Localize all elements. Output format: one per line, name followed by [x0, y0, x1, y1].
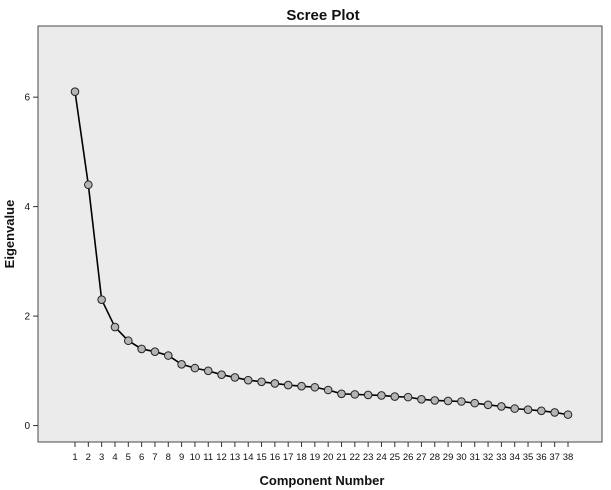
data-point [430, 396, 440, 405]
x-tick-label: 4 [112, 452, 117, 463]
data-markers [70, 87, 573, 419]
data-point [483, 400, 493, 410]
x-tick-label: 17 [283, 452, 294, 463]
y-tick-label: 0 [24, 421, 30, 432]
data-point [417, 395, 426, 404]
data-point [243, 375, 253, 385]
x-tick-label: 35 [523, 452, 534, 463]
x-tick-label: 9 [179, 452, 184, 463]
x-tick-label: 33 [496, 452, 507, 463]
x-axis: 1 2 3 4 5 6 7 8 9 10 11 12 13 14 15 16 17 18 19 20 21 22 23 24 2… [72, 442, 573, 463]
x-tick-label: 19 [310, 452, 321, 463]
plot-area [37, 25, 603, 443]
x-tick-label: 16 [270, 452, 281, 463]
data-point [377, 391, 386, 400]
data-point [363, 390, 373, 400]
data-point [97, 295, 106, 304]
data-point [310, 382, 320, 392]
data-point [150, 347, 160, 356]
x-tick-label: 6 [139, 452, 144, 463]
data-point [443, 396, 453, 406]
x-tick-label: 1 [72, 452, 77, 463]
data-point [84, 180, 93, 190]
x-tick-label: 27 [416, 452, 427, 463]
x-tick-label: 14 [243, 452, 254, 463]
x-tick-label: 18 [296, 452, 307, 463]
data-point [563, 410, 573, 419]
data-point [70, 87, 80, 96]
data-point [523, 405, 533, 415]
x-tick-label: 12 [216, 452, 227, 463]
x-tick-label: 20 [323, 452, 334, 463]
y-axis: 0 2 4 6 [24, 93, 38, 432]
data-point [470, 398, 480, 408]
data-point [190, 363, 200, 373]
data-point [497, 402, 506, 411]
x-tick-label: 34 [509, 452, 520, 463]
x-tick-label: 36 [536, 452, 547, 463]
data-point [230, 373, 240, 382]
x-tick-label: 7 [152, 452, 157, 463]
data-point [217, 370, 226, 379]
y-tick-label: 4 [24, 202, 30, 213]
x-tick-label: 8 [166, 452, 171, 463]
data-point [110, 322, 120, 332]
data-point [323, 385, 333, 395]
x-tick-label: 11 [203, 452, 213, 463]
data-point [257, 377, 266, 387]
x-tick-label: 37 [549, 452, 560, 463]
y-tick-label: 2 [24, 312, 30, 323]
data-point [403, 392, 413, 402]
data-point [177, 359, 186, 369]
x-axis-label: Component Number [260, 473, 385, 488]
data-point [390, 392, 400, 401]
chart-title: Scree Plot [286, 7, 359, 24]
x-tick-label: 30 [456, 452, 467, 463]
x-tick-label: 22 [350, 452, 361, 463]
y-axis-label: Eigenvalue [2, 200, 17, 269]
x-tick-label: 29 [443, 452, 454, 463]
data-point [537, 406, 546, 416]
x-tick-label: 32 [483, 452, 494, 463]
data-point [510, 404, 520, 413]
x-tick-label: 5 [126, 452, 131, 463]
x-tick-label: 15 [256, 452, 267, 463]
data-point [457, 397, 466, 406]
data-point [123, 336, 133, 346]
x-tick-label: 24 [376, 452, 387, 463]
x-tick-label: 3 [99, 452, 104, 463]
x-tick-label: 31 [469, 452, 480, 463]
data-point [550, 408, 559, 417]
data-point [297, 381, 306, 391]
x-tick-label: 13 [230, 452, 241, 463]
data-point [137, 344, 146, 354]
x-tick-label: 28 [429, 452, 440, 463]
x-tick-label: 2 [86, 452, 91, 463]
x-tick-label: 21 [336, 452, 347, 463]
y-tick-label: 6 [24, 93, 30, 104]
data-point [163, 351, 173, 360]
x-tick-label: 10 [190, 452, 201, 463]
x-tick-label: 25 [389, 452, 400, 463]
x-tick-label: 26 [403, 452, 414, 463]
data-point [270, 379, 280, 388]
data-point [337, 389, 346, 399]
x-tick-label: 23 [363, 452, 374, 463]
data-point [203, 366, 213, 376]
x-tick-label: 38 [563, 452, 574, 463]
data-point [350, 390, 360, 399]
data-point [283, 380, 293, 390]
